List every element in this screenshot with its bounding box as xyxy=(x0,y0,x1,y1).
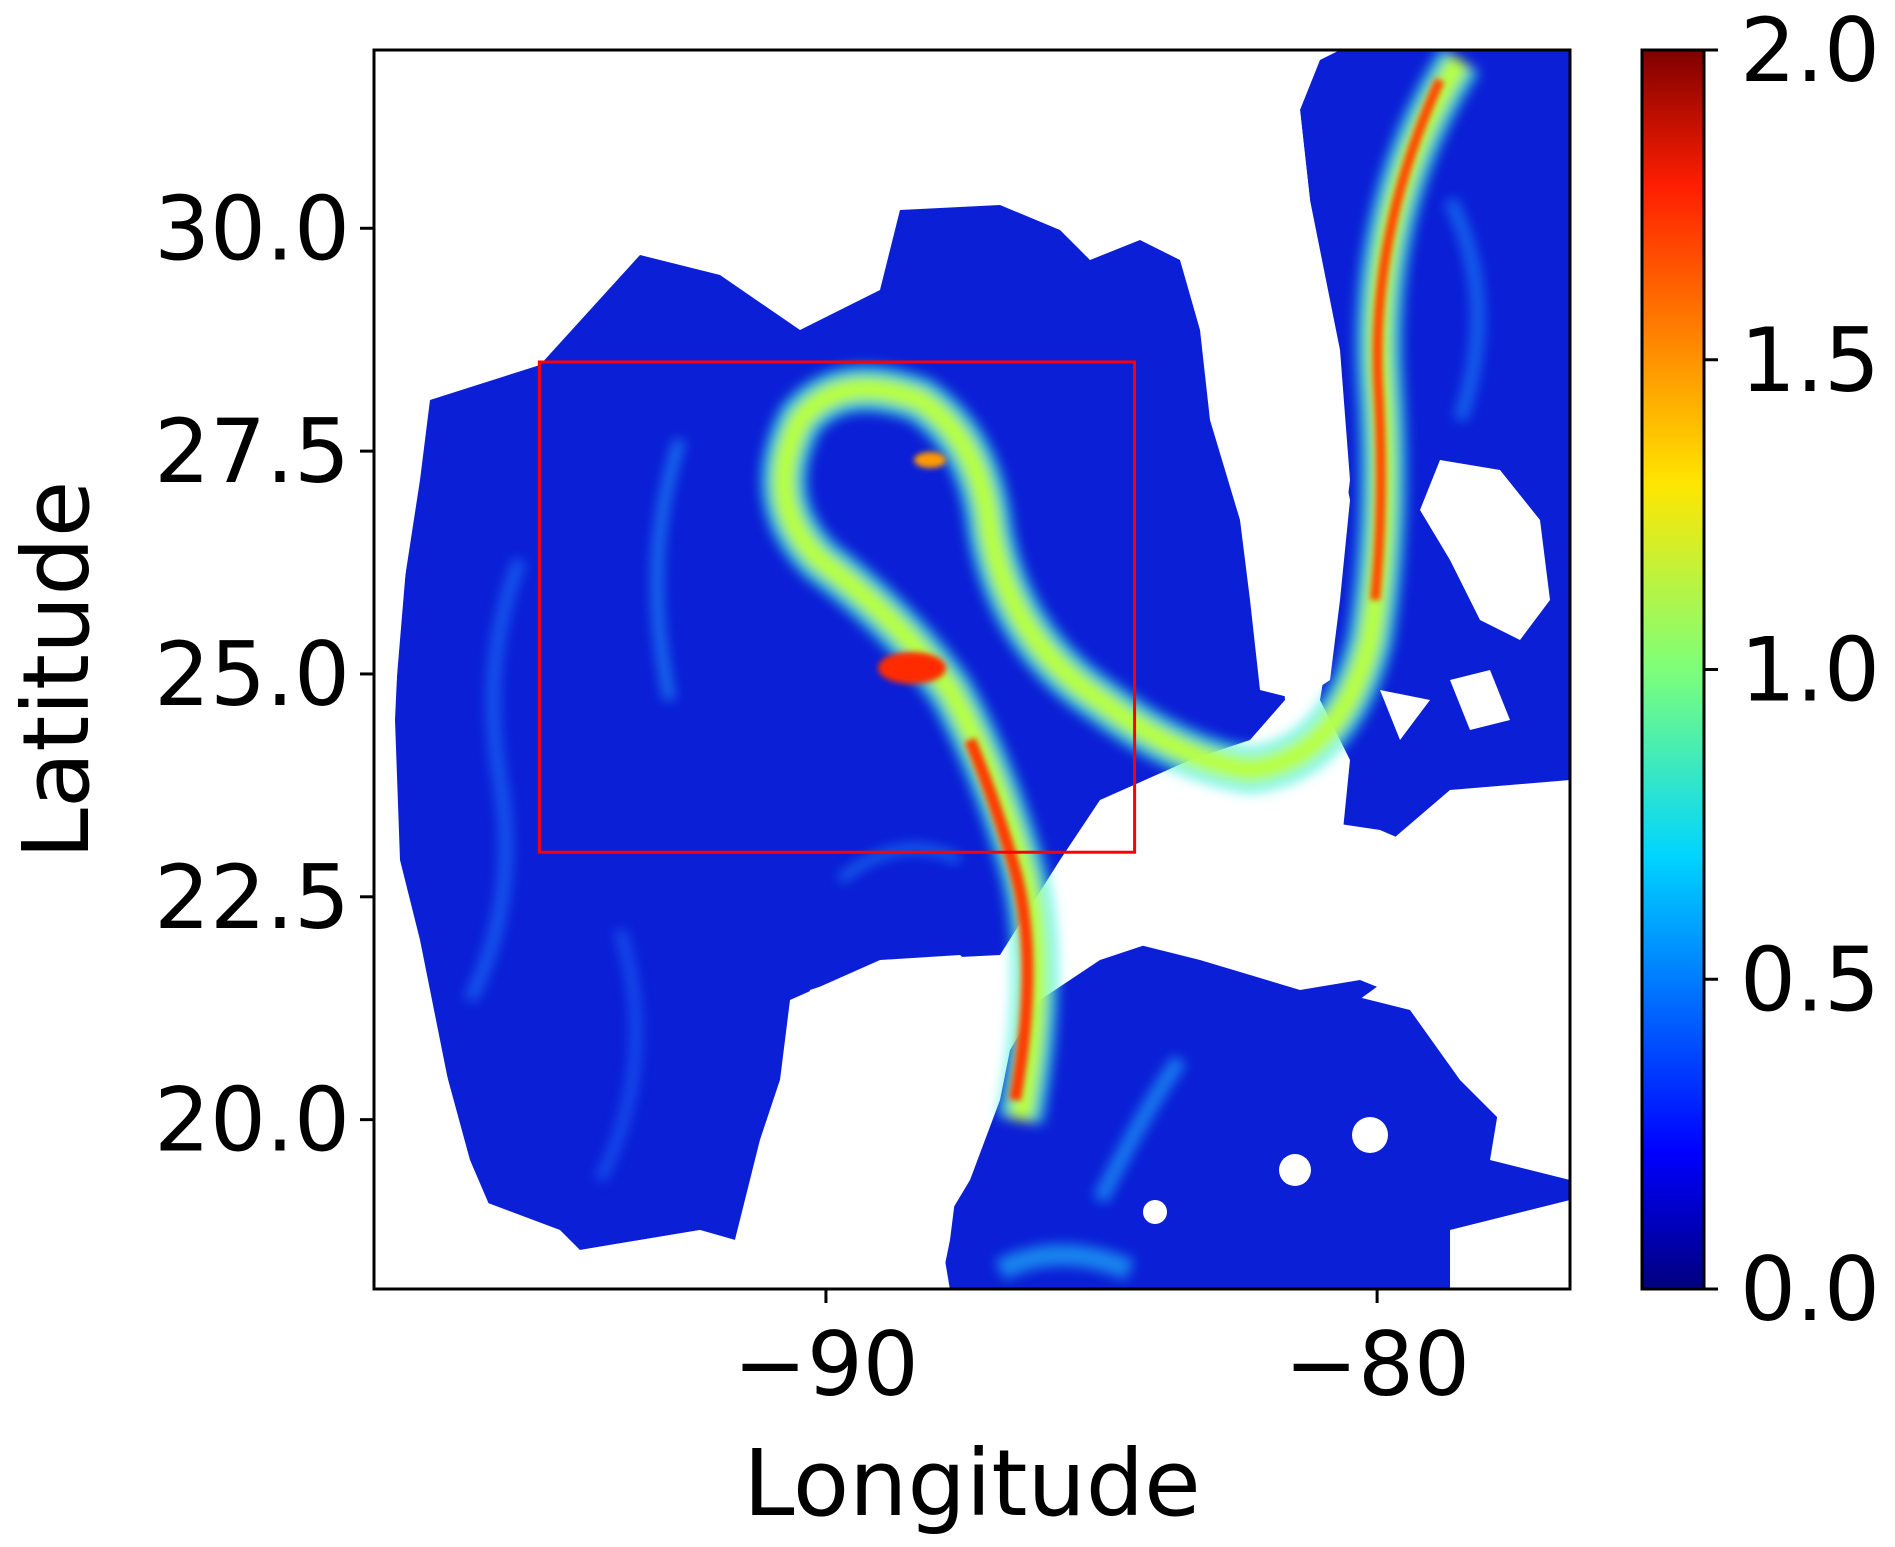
heatmap-field xyxy=(374,50,1570,1289)
colorbar-tick-label: 2.0 xyxy=(1740,0,1880,102)
x-tick-label: −90 xyxy=(733,1313,919,1416)
us-gulf-coast xyxy=(374,50,1310,370)
caribbean-water xyxy=(940,940,1570,1289)
y-axis-title: Latitude xyxy=(3,481,110,860)
colorbar-ticks: 0.0 0.5 1.0 1.5 2.0 xyxy=(1704,0,1880,1341)
region-of-interest-box xyxy=(537,360,1137,854)
yucatan-land xyxy=(374,955,1000,1289)
gulf-water xyxy=(395,205,1285,1250)
colorbar-tick-label: 0.0 xyxy=(1740,1238,1880,1341)
colorbar-tick-label: 0.5 xyxy=(1740,928,1880,1031)
plot-frame xyxy=(372,48,1572,1291)
colorbar xyxy=(1640,48,1706,1291)
y-tick-label: 27.5 xyxy=(154,400,350,503)
land-mask xyxy=(374,50,1570,1289)
cuba-land xyxy=(1090,815,1560,1010)
colorbar-tick-label: 1.5 xyxy=(1740,309,1880,412)
x-tick-label: −80 xyxy=(1284,1313,1470,1416)
x-axis-title: Longitude xyxy=(743,1430,1201,1537)
y-tick-label: 25.0 xyxy=(154,623,350,726)
y-axis-ticks: 20.0 22.5 25.0 27.5 30.0 xyxy=(154,177,374,1172)
bahamas-land xyxy=(1420,460,1550,640)
y-tick-label: 20.0 xyxy=(154,1069,350,1172)
y-tick-label: 22.5 xyxy=(154,846,350,949)
y-tick-label: 30.0 xyxy=(154,177,350,280)
colorbar-tick-label: 1.0 xyxy=(1740,619,1880,722)
florida-land xyxy=(1210,380,1350,700)
x-axis-ticks: −90 −80 xyxy=(733,1289,1470,1416)
